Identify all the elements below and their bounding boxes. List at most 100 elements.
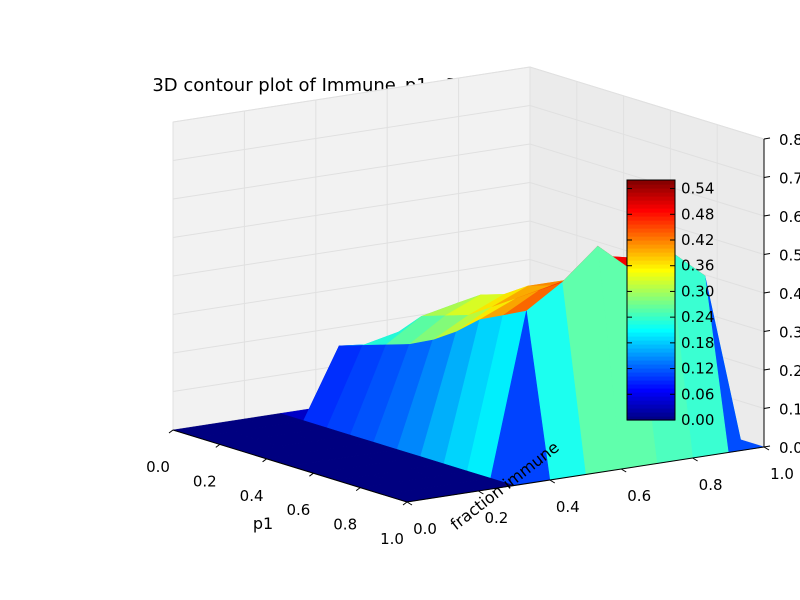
colorbar-segment <box>627 396 675 401</box>
z-tick-label: 0.1 <box>779 401 800 419</box>
x-tick-label: 1.0 <box>380 530 404 548</box>
z-tick-mark <box>763 407 771 409</box>
z-tick-label: 0.7 <box>779 170 800 188</box>
colorbar-segment <box>627 356 675 361</box>
colorbar-segment <box>627 336 675 341</box>
colorbar-tick-label: 0.00 <box>681 411 714 429</box>
x-tick-mark <box>309 472 314 477</box>
colorbar-segment <box>627 272 675 277</box>
colorbar-segment <box>627 196 675 201</box>
x-tick-mark <box>215 443 221 448</box>
z-tick-mark <box>763 214 771 217</box>
colorbar-segment <box>627 304 675 309</box>
z-tick-label: 0.6 <box>779 208 800 226</box>
colorbar-segment <box>627 216 675 221</box>
z-tick-label: 0.8 <box>779 131 800 149</box>
z-tick-mark <box>763 176 771 178</box>
colorbar-segment <box>627 400 675 405</box>
colorbar-segment <box>627 416 675 421</box>
z-grid-line <box>172 66 765 140</box>
z-tick-mark <box>763 291 771 294</box>
colorbar-segment <box>627 240 675 245</box>
y-tick-mark <box>692 457 698 462</box>
y-tick-mark <box>406 501 413 506</box>
y-tick-label: 0.2 <box>484 509 508 527</box>
y-tick-label: 0.8 <box>699 476 723 494</box>
x-tick-mark <box>402 501 408 506</box>
colorbar-segment <box>627 364 675 369</box>
z-grid-line <box>172 143 765 217</box>
z-tick-mark <box>763 445 771 448</box>
colorbar-segment <box>627 224 675 229</box>
colorbar-segment <box>627 340 675 345</box>
z-tick-label: 0.4 <box>779 285 800 303</box>
colorbar-segment <box>627 308 675 313</box>
y-tick-mark <box>763 446 770 451</box>
colorbar-segment <box>627 184 675 189</box>
colorbar-segment <box>627 352 675 357</box>
colorbar-tick-label: 0.30 <box>681 282 714 300</box>
colorbar-segment <box>627 292 675 297</box>
colorbar-tick-label: 0.12 <box>681 360 714 378</box>
colorbar-tick-label: 0.36 <box>681 257 714 275</box>
colorbar-segment <box>627 376 675 381</box>
colorbar-tick-label: 0.42 <box>681 231 714 249</box>
colorbar-segment <box>627 384 675 389</box>
colorbar-segment <box>627 360 675 365</box>
colorbar-segment <box>627 200 675 205</box>
colorbar-segment <box>627 388 675 393</box>
colorbar-segment <box>627 324 675 329</box>
z-tick-mark <box>763 137 771 140</box>
colorbar: 0.00 0.06 0.12 0.18 0.24 0.30 0.36 0.42 0.48 0.54 <box>626 179 714 429</box>
colorbar-segment <box>627 228 675 233</box>
colorbar-segment <box>627 412 675 417</box>
colorbar-segment <box>627 212 675 217</box>
colorbar-segment <box>627 208 675 213</box>
y-tick-label: 1.0 <box>770 465 794 483</box>
colorbar-segment <box>627 252 675 257</box>
colorbar-segment <box>627 280 675 285</box>
x-tick-mark <box>262 458 267 463</box>
colorbar-tick-label: 0.24 <box>681 308 714 326</box>
colorbar-segment <box>627 348 675 353</box>
colorbar-segment <box>627 180 675 185</box>
y-tick-label: 0.0 <box>413 520 437 538</box>
x-tick-mark <box>168 429 174 434</box>
colorbar-segment <box>627 276 675 281</box>
colorbar-segment <box>627 332 675 337</box>
y-tick-label: 0.4 <box>556 498 580 516</box>
colorbar-tick-label: 0.54 <box>681 180 714 198</box>
colorbar-segment <box>627 296 675 301</box>
y-tick-mark <box>549 479 556 484</box>
colorbar-segment <box>627 284 675 289</box>
z-tick-label: 0.5 <box>779 247 800 265</box>
x-tick-mark <box>355 487 361 492</box>
colorbar-segment <box>627 392 675 397</box>
colorbar-segment <box>627 188 675 193</box>
y-tick-mark <box>620 468 627 473</box>
colorbar-segment <box>627 256 675 261</box>
z-grid-line <box>172 104 765 178</box>
colorbar-segment <box>627 328 675 333</box>
colorbar-segment <box>627 220 675 225</box>
colorbar-segment <box>627 236 675 241</box>
colorbar-segment <box>627 192 675 197</box>
colorbar-segment <box>627 300 675 305</box>
colorbar-segment <box>627 408 675 413</box>
z-tick-mark <box>763 368 771 371</box>
colorbar-segment <box>627 248 675 253</box>
colorbar-segment <box>627 404 675 409</box>
z-tick-label: 0.0 <box>779 439 800 457</box>
x-tick-label: 0.8 <box>333 516 357 534</box>
x-axis-line <box>172 429 408 503</box>
axes: 0.00.20.40.60.81.00.00.20.40.60.81.00.00… <box>146 131 800 548</box>
colorbar-segment <box>627 368 675 373</box>
z-tick-mark <box>763 253 771 255</box>
z-tick-label: 0.2 <box>779 362 800 380</box>
colorbar-segment <box>627 204 675 209</box>
colorbar-segment <box>627 232 675 237</box>
x-tick-label: 0.0 <box>146 458 170 476</box>
colorbar-segment <box>627 260 675 265</box>
z-grid-line <box>172 181 765 255</box>
